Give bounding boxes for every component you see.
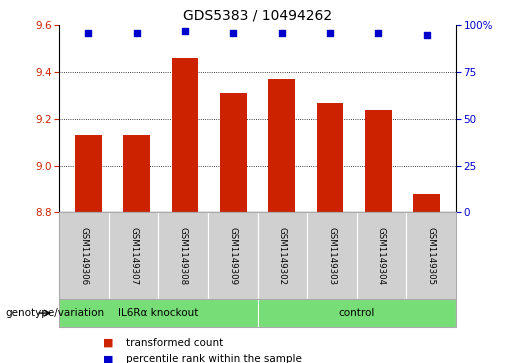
Text: percentile rank within the sample: percentile rank within the sample (126, 354, 302, 363)
Bar (123, 135, 150, 212)
Point (326, 30, 334, 36)
Bar (75, 135, 101, 212)
Point (423, 32, 431, 38)
Text: GSM1149306: GSM1149306 (79, 227, 89, 285)
Point (278, 30, 286, 36)
Text: ■: ■ (103, 354, 113, 363)
Point (181, 28, 189, 34)
Text: control: control (338, 308, 375, 318)
Text: IL6Rα knockout: IL6Rα knockout (118, 308, 199, 318)
Text: GSM1149308: GSM1149308 (179, 227, 187, 285)
Bar (365, 110, 392, 212)
Bar (171, 58, 198, 212)
Bar (220, 93, 247, 212)
Text: GSM1149307: GSM1149307 (129, 227, 138, 285)
Point (229, 30, 237, 36)
Point (84, 30, 92, 36)
Bar (317, 102, 344, 212)
Bar (268, 79, 295, 212)
Text: genotype/variation: genotype/variation (5, 308, 104, 318)
Title: GDS5383 / 10494262: GDS5383 / 10494262 (183, 9, 332, 23)
Text: GSM1149309: GSM1149309 (228, 227, 237, 285)
Point (132, 30, 141, 36)
Text: ■: ■ (103, 338, 113, 348)
Text: GSM1149304: GSM1149304 (377, 227, 386, 285)
Bar (414, 193, 440, 212)
Text: transformed count: transformed count (126, 338, 224, 348)
Point (374, 30, 383, 36)
Text: GSM1149302: GSM1149302 (278, 227, 287, 285)
Text: GSM1149305: GSM1149305 (426, 227, 436, 285)
Text: GSM1149303: GSM1149303 (328, 227, 336, 285)
